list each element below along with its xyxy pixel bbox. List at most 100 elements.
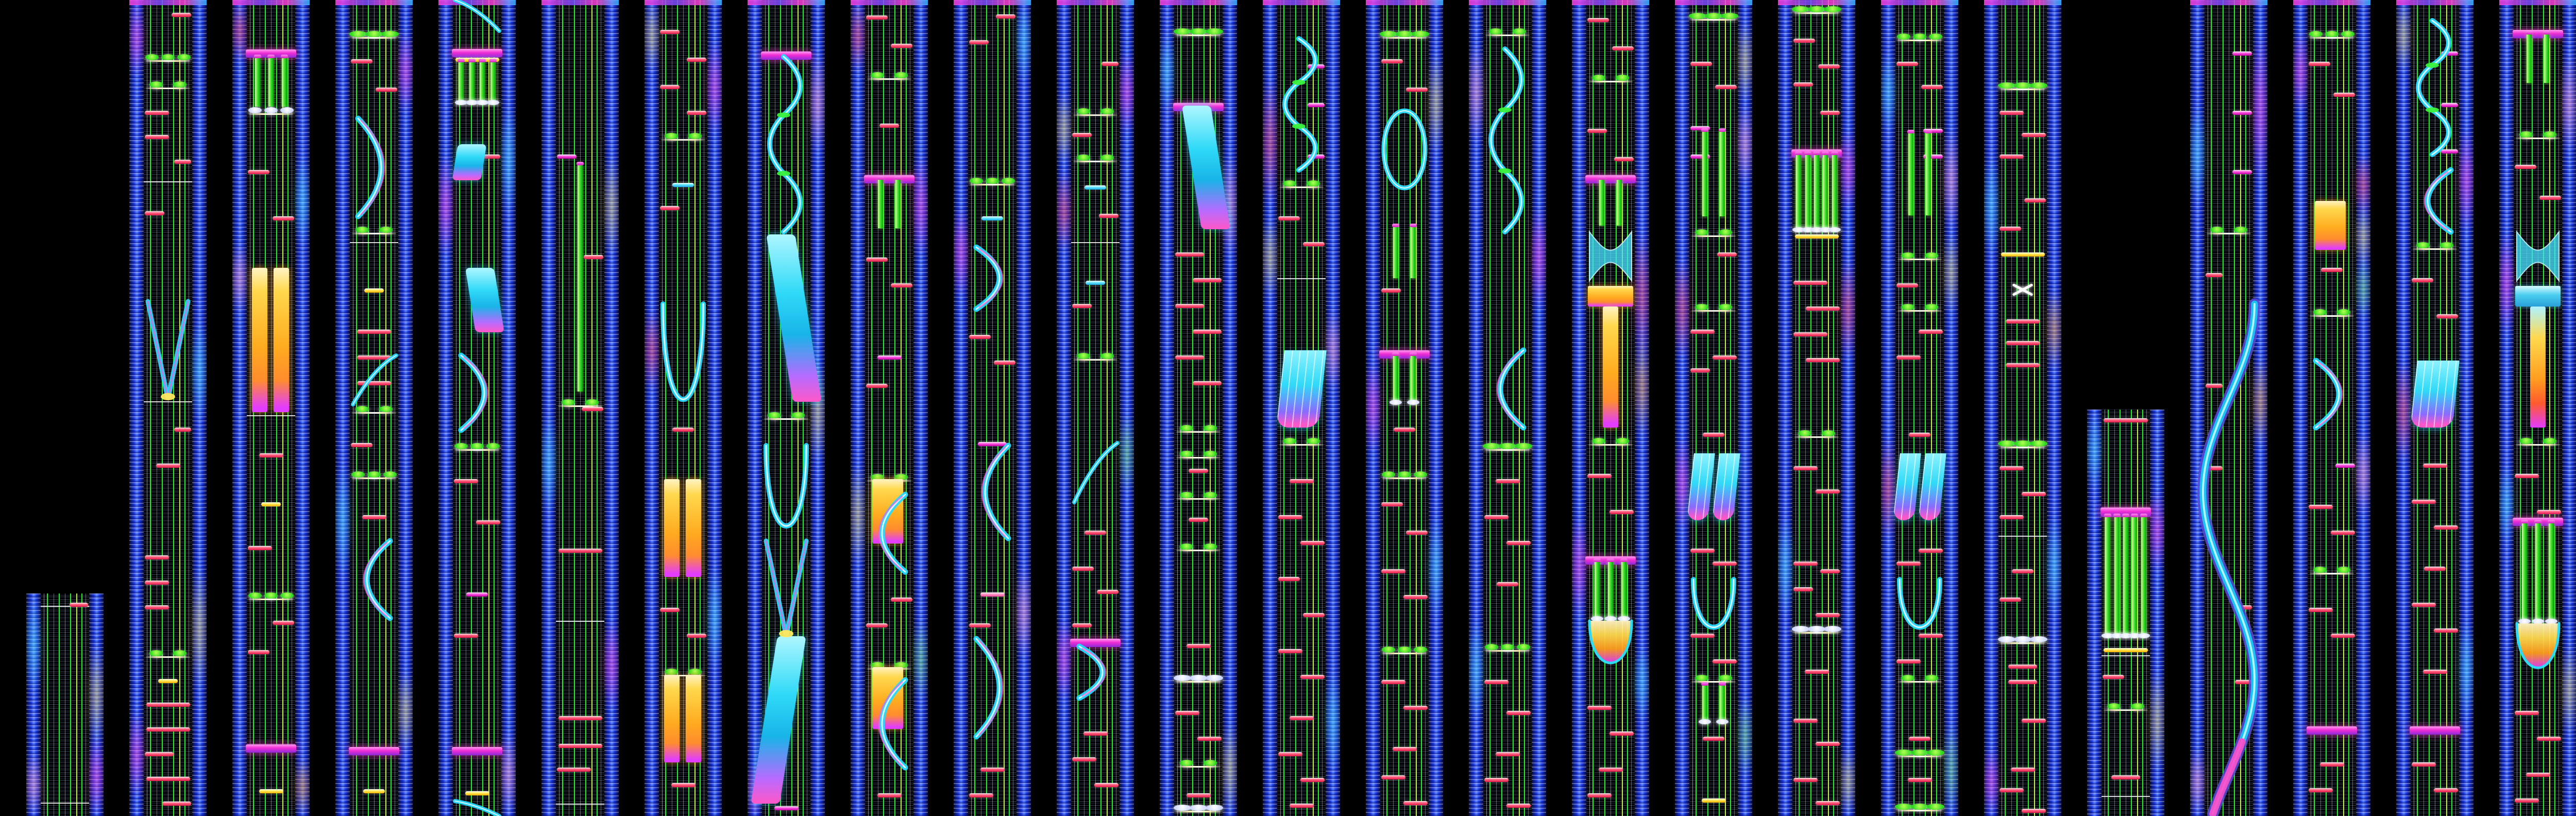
bar-red	[1999, 111, 2024, 115]
bar-red	[1303, 242, 1325, 246]
bar-red	[2320, 762, 2344, 767]
notehead-underline	[1073, 161, 1117, 162]
notehead	[173, 650, 187, 656]
notehead-underline	[1485, 35, 1530, 36]
strip-top-cap	[2190, 0, 2267, 5]
border-hue-tint	[1942, 232, 1958, 314]
bar-cyan	[981, 216, 1003, 220]
bar-red	[1175, 711, 1199, 715]
notehead-underline	[1588, 81, 1633, 82]
bar-magenta	[2232, 111, 2252, 115]
border-hue-tint	[1839, 129, 1855, 211]
bar-red	[2331, 531, 2355, 535]
notehead	[1792, 6, 1809, 12]
notehead	[1895, 750, 1912, 756]
bar-red	[687, 111, 706, 115]
notehead	[768, 412, 781, 418]
bar-pink	[980, 592, 1005, 597]
bar-red	[1300, 541, 1325, 545]
strip-top-cap	[335, 0, 413, 5]
notehead-underline	[352, 37, 396, 39]
green-column	[578, 165, 583, 392]
bar-red	[1101, 62, 1118, 66]
notehead	[688, 669, 702, 675]
magenta-band	[452, 747, 502, 755]
strip-left-border	[645, 0, 659, 816]
strip-top-cap	[1160, 0, 1237, 5]
notehead	[1925, 252, 1938, 259]
notehead	[1705, 13, 1722, 19]
bar-red	[1484, 778, 1509, 782]
column-cap	[2104, 514, 2111, 517]
notehead-underline	[1691, 235, 1736, 237]
bar-red	[1193, 278, 1222, 282]
bar-red	[1909, 737, 1930, 741]
border-hue-tint	[1366, 361, 1382, 453]
border-hue-tint	[2148, 489, 2164, 572]
border-hue-tint	[1427, 52, 1443, 155]
notehead	[1911, 804, 1928, 810]
strip-top-cap	[541, 0, 619, 5]
notehead	[1501, 644, 1514, 650]
score-strip-16	[1675, 0, 1752, 816]
border-hue-tint	[499, 732, 516, 816]
heat-column	[686, 675, 701, 762]
notehead	[379, 227, 393, 233]
strip-top-cap	[1263, 0, 1340, 5]
border-hue-tint	[645, 0, 661, 72]
notehead-underline	[1176, 681, 1221, 683]
column-foot	[1407, 400, 1419, 405]
green-column	[1595, 562, 1600, 618]
bar-yellow	[1795, 234, 1839, 239]
notehead	[2014, 440, 2031, 447]
bar-red	[70, 603, 88, 607]
column-foot	[1802, 227, 1814, 232]
notehead	[1307, 180, 1320, 186]
notehead	[1204, 451, 1217, 457]
notehead	[1190, 675, 1207, 681]
bar-red	[357, 330, 391, 334]
column-cap	[1392, 224, 1399, 227]
notehead	[1808, 626, 1825, 632]
bar-red	[969, 793, 993, 797]
notehead-underline	[1794, 12, 1839, 14]
hairline-rule	[247, 415, 295, 416]
green-column	[2132, 517, 2137, 635]
notehead	[1901, 675, 1914, 681]
border-hue-tint	[129, 711, 146, 798]
magenta-band	[2513, 30, 2563, 38]
bar-cyan	[672, 183, 694, 187]
notehead	[1206, 805, 1223, 811]
bar-red	[1614, 157, 1634, 161]
notehead	[1382, 647, 1395, 653]
bar-red	[1609, 510, 1634, 514]
column-cap	[2113, 514, 2121, 517]
bar-red	[2309, 505, 2333, 509]
column-foot	[1828, 227, 1841, 232]
notehead	[1925, 675, 1938, 681]
strip-top-cap	[232, 0, 310, 5]
green-column	[2527, 34, 2532, 83]
hairline-rule	[1071, 242, 1120, 243]
bar-red	[1187, 793, 1211, 797]
bar-red	[2423, 464, 2447, 468]
notehead	[2313, 567, 2327, 573]
bar-red	[2012, 569, 2033, 573]
border-hue-tint	[541, 412, 558, 515]
notehead	[2519, 438, 2533, 444]
strip-staff-panel	[1792, 0, 1841, 816]
bar-red	[1278, 577, 1300, 581]
border-hue-tint	[2190, 103, 2207, 206]
column-cap	[1594, 558, 1601, 562]
hairline-rule	[144, 181, 192, 182]
green-column	[1720, 685, 1725, 721]
bar-cyan	[1084, 185, 1106, 190]
strip-vector-layer	[973, 244, 1011, 740]
notehead-underline	[970, 184, 1014, 185]
notehead-underline	[1176, 431, 1221, 433]
notehead-underline	[2516, 138, 2560, 139]
bar-red	[1713, 562, 1737, 566]
notehead-underline	[2001, 89, 2045, 90]
bar-magenta	[1690, 155, 1710, 159]
bar-red	[1496, 479, 1520, 483]
